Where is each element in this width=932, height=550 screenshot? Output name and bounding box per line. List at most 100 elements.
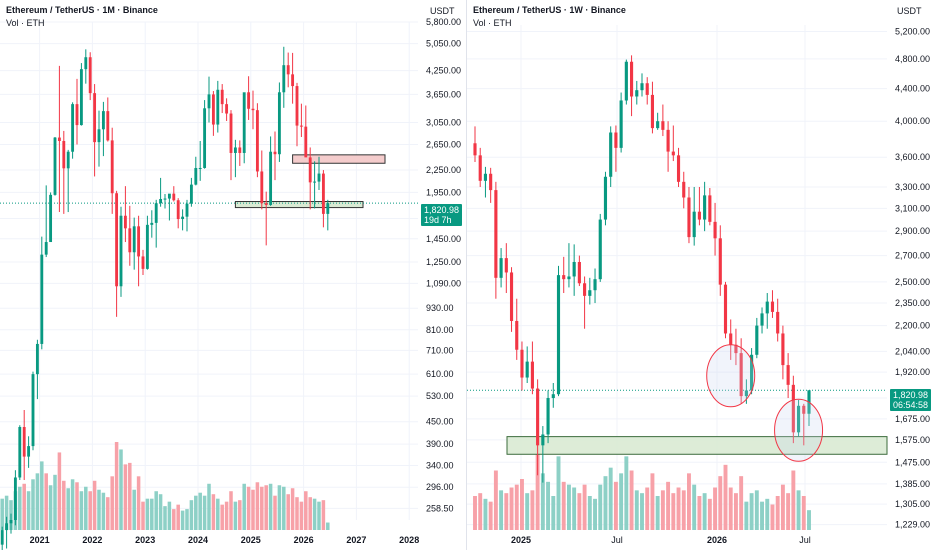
- volume-bar: [202, 495, 207, 530]
- candle-body: [666, 129, 670, 152]
- right-last-price-tag: 1,820.98 06:54:58: [890, 389, 932, 411]
- volume-bar: [739, 476, 744, 530]
- y-tick-label: 3,050.00: [426, 117, 461, 127]
- candle-body: [159, 198, 163, 204]
- right-chart-pane[interactable]: 5,200.00 4,800.00 4,400.00 4,000.00 3,600.00…: [466, 0, 932, 550]
- y-tick-label: 296.00: [426, 482, 454, 492]
- candle-body: [167, 193, 171, 199]
- volume-bar: [655, 496, 660, 530]
- candle-body: [211, 94, 215, 125]
- candle-body: [593, 279, 597, 291]
- candle-body: [567, 276, 571, 280]
- left-last-price: 1,820.98: [424, 205, 460, 215]
- y-tick-label: 4,800.00: [895, 54, 930, 64]
- volume-bar: [791, 470, 796, 530]
- candle-body: [739, 353, 743, 397]
- volume-bar: [26, 491, 31, 530]
- candle-body: [635, 90, 639, 97]
- volume-bar: [145, 498, 150, 530]
- candle-body: [536, 388, 540, 446]
- candle-body: [189, 184, 193, 204]
- candle-body: [44, 242, 48, 255]
- volume-bar: [473, 496, 477, 530]
- volume-bar: [154, 491, 158, 530]
- volume-bar: [172, 509, 176, 530]
- volume-bar: [551, 496, 556, 530]
- volume-bar: [634, 490, 639, 530]
- left-chart-pane[interactable]: 5,800.00 5,050.00 4,250.00 3,650.00 3,050.00…: [0, 0, 466, 550]
- candle-body: [313, 181, 317, 183]
- volume-bar: [79, 491, 84, 530]
- volume-bar: [749, 493, 754, 530]
- candle-body: [119, 215, 123, 287]
- y-tick-label: 1,475.00: [895, 457, 930, 467]
- candle-body: [264, 203, 268, 205]
- candle-body: [577, 261, 581, 284]
- volume-bar: [44, 473, 48, 530]
- volume-bar: [645, 487, 650, 530]
- y-tick-label: 4,400.00: [895, 84, 930, 94]
- volume-bar: [312, 498, 317, 530]
- volume-bar: [807, 510, 811, 530]
- volume-bar: [713, 487, 718, 530]
- candle-body: [504, 258, 508, 273]
- candle-body: [172, 193, 176, 201]
- y-tick-label: 2,900.00: [895, 226, 930, 236]
- candle-body: [49, 194, 53, 243]
- candle-body: [321, 173, 325, 214]
- volume-bar: [176, 504, 180, 530]
- candle-body: [220, 89, 224, 105]
- candle-body: [185, 203, 189, 217]
- volume-bar: [540, 473, 545, 530]
- x-tick-label: 2027: [346, 535, 366, 545]
- candle-body: [66, 151, 70, 169]
- volume-bar: [185, 509, 189, 530]
- candle-body: [255, 110, 259, 172]
- candle-body: [682, 181, 686, 198]
- volume-bar: [0, 498, 4, 530]
- candle-body: [145, 224, 149, 269]
- candle-body: [583, 283, 587, 296]
- candle-body: [97, 129, 101, 143]
- volume-bar: [525, 493, 530, 530]
- candle-body: [299, 125, 303, 127]
- y-tick-label: 340.00: [426, 461, 454, 471]
- volume-bar: [106, 497, 110, 530]
- candle-body: [598, 219, 602, 280]
- candle-body: [251, 108, 255, 111]
- candle-body: [62, 140, 66, 169]
- volume-bar: [723, 464, 728, 530]
- left-volume-label: Vol · ETH: [6, 18, 45, 28]
- candle-body: [0, 530, 4, 545]
- candle-body: [282, 65, 286, 93]
- volume-bar: [728, 487, 733, 530]
- candle-body: [207, 94, 211, 109]
- volume-bar: [286, 494, 290, 530]
- volume-bar: [613, 481, 618, 530]
- y-tick-label: 5,200.00: [895, 27, 930, 37]
- candle-body: [317, 173, 321, 182]
- left-currency-unit: USDT: [430, 6, 455, 16]
- candle-body: [802, 405, 806, 414]
- candle-body: [530, 361, 534, 389]
- volume-bar: [744, 501, 749, 530]
- volume-bar: [110, 476, 114, 530]
- volume-bar: [101, 492, 106, 530]
- candle-body: [676, 155, 681, 182]
- candle-body: [291, 74, 295, 87]
- candle-body: [57, 137, 61, 141]
- candle-body: [650, 94, 655, 129]
- volume-bar: [556, 456, 561, 530]
- y-tick-label: 1,090.00: [426, 278, 461, 288]
- volume-bar: [84, 486, 88, 530]
- y-tick-label: 2,700.00: [895, 251, 930, 261]
- volume-bar: [733, 493, 738, 530]
- monthly-candlestick-chart[interactable]: 5,800.00 5,050.00 4,250.00 3,650.00 3,050.00…: [0, 0, 466, 550]
- x-tick-label: 2023: [135, 535, 155, 545]
- volume-bar: [48, 485, 53, 530]
- volume-bar: [326, 522, 330, 530]
- candle-body: [27, 446, 31, 457]
- volume-bar: [598, 484, 603, 530]
- weekly-candlestick-chart[interactable]: 5,200.00 4,800.00 4,400.00 4,000.00 3,600.00…: [467, 0, 932, 550]
- candle-body: [154, 203, 158, 223]
